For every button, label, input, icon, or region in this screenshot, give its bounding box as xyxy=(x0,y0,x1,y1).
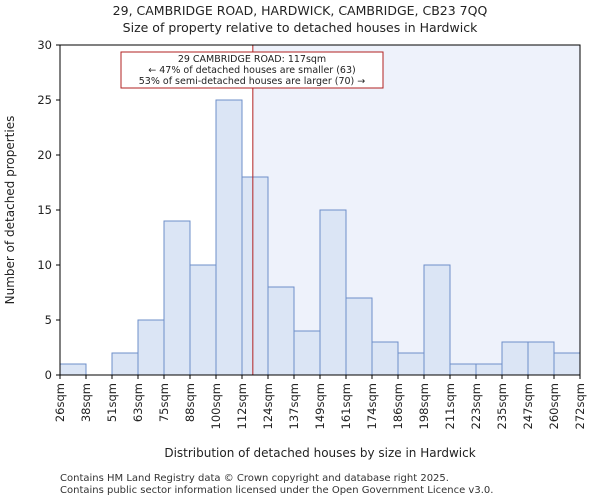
x-tick-label: 75sqm xyxy=(157,383,171,422)
x-tick-label: 124sqm xyxy=(261,383,275,429)
x-tick-label: 198sqm xyxy=(417,383,431,429)
y-tick-label: 0 xyxy=(45,368,52,382)
y-tick-label: 5 xyxy=(45,313,52,327)
bar-100sqm xyxy=(215,99,243,376)
bar-26sqm xyxy=(59,363,87,376)
x-axis-label: Distribution of detached houses by size … xyxy=(164,446,475,460)
footer-line-2: Contains public sector information licen… xyxy=(60,485,494,496)
annotation-line-2: ← 47% of detached houses are smaller (63… xyxy=(148,65,355,76)
bar-260sqm xyxy=(553,352,581,376)
x-tick-label: 186sqm xyxy=(391,383,405,429)
y-axis-ticks: 0 5 10 15 20 25 30 xyxy=(37,38,60,382)
x-tick-label: 260sqm xyxy=(547,383,561,429)
bar-51sqm xyxy=(111,352,139,376)
y-tick-label: 30 xyxy=(37,38,52,52)
y-tick-label: 25 xyxy=(37,93,52,107)
bar-235sqm xyxy=(501,341,529,376)
annotation-line-3: 53% of semi-detached houses are larger (… xyxy=(139,76,366,87)
bars-group xyxy=(59,99,581,376)
bar-198sqm xyxy=(423,264,451,376)
footer-line-1: Contains HM Land Registry data © Crown c… xyxy=(60,473,449,484)
x-tick-label: 26sqm xyxy=(53,383,67,422)
bar-186sqm xyxy=(397,352,425,376)
annotation-box: 29 CAMBRIDGE ROAD: 117sqm ← 47% of detac… xyxy=(120,51,384,89)
bar-124sqm xyxy=(267,286,295,376)
y-tick-label: 20 xyxy=(37,148,52,162)
x-tick-label: 174sqm xyxy=(365,383,379,429)
bar-174sqm xyxy=(371,341,399,376)
y-tick-label: 10 xyxy=(37,258,52,272)
bar-211sqm xyxy=(449,363,477,376)
x-tick-label: 161sqm xyxy=(339,383,353,429)
chart-title: 29, CAMBRIDGE ROAD, HARDWICK, CAMBRIDGE,… xyxy=(112,3,488,18)
x-tick-label: 63sqm xyxy=(131,383,145,422)
annotation-border xyxy=(120,51,384,89)
x-tick-label: 100sqm xyxy=(209,383,223,429)
x-tick-label: 211sqm xyxy=(443,383,457,429)
bar-63sqm xyxy=(137,319,165,376)
bar-223sqm xyxy=(475,363,503,376)
x-tick-label: 112sqm xyxy=(235,383,249,429)
x-tick-label: 137sqm xyxy=(287,383,301,429)
x-tick-label: 51sqm xyxy=(105,383,119,422)
y-axis-label: Number of detached properties xyxy=(3,116,17,305)
bar-137sqm xyxy=(293,330,321,376)
x-tick-label: 88sqm xyxy=(183,383,197,422)
bar-161sqm xyxy=(345,297,373,376)
x-tick-label: 149sqm xyxy=(313,383,327,429)
histogram-chart: 0 5 10 15 20 25 30 26sqm 38sqm 51sqm 63sqm 75sqm 88… xyxy=(3,38,587,460)
bar-247sqm xyxy=(527,341,555,376)
bar-88sqm xyxy=(189,264,217,376)
x-tick-label: 272sqm xyxy=(573,383,587,429)
x-axis-ticks: 26sqm 38sqm 51sqm 63sqm 75sqm 88sqm 100sqm 112s… xyxy=(53,375,587,429)
y-tick-label: 15 xyxy=(37,203,52,217)
chart-subtitle: Size of property relative to detached ho… xyxy=(122,20,478,35)
bar-112sqm xyxy=(241,176,269,376)
x-tick-label: 223sqm xyxy=(469,383,483,429)
larger-region-highlight xyxy=(252,45,581,375)
x-tick-label: 38sqm xyxy=(79,383,93,422)
bar-149sqm xyxy=(319,209,347,376)
annotation-line-1: 29 CAMBRIDGE ROAD: 117sqm xyxy=(178,54,326,65)
x-tick-label: 235sqm xyxy=(495,383,509,429)
x-tick-label: 247sqm xyxy=(521,383,535,429)
bar-75sqm xyxy=(163,220,191,376)
